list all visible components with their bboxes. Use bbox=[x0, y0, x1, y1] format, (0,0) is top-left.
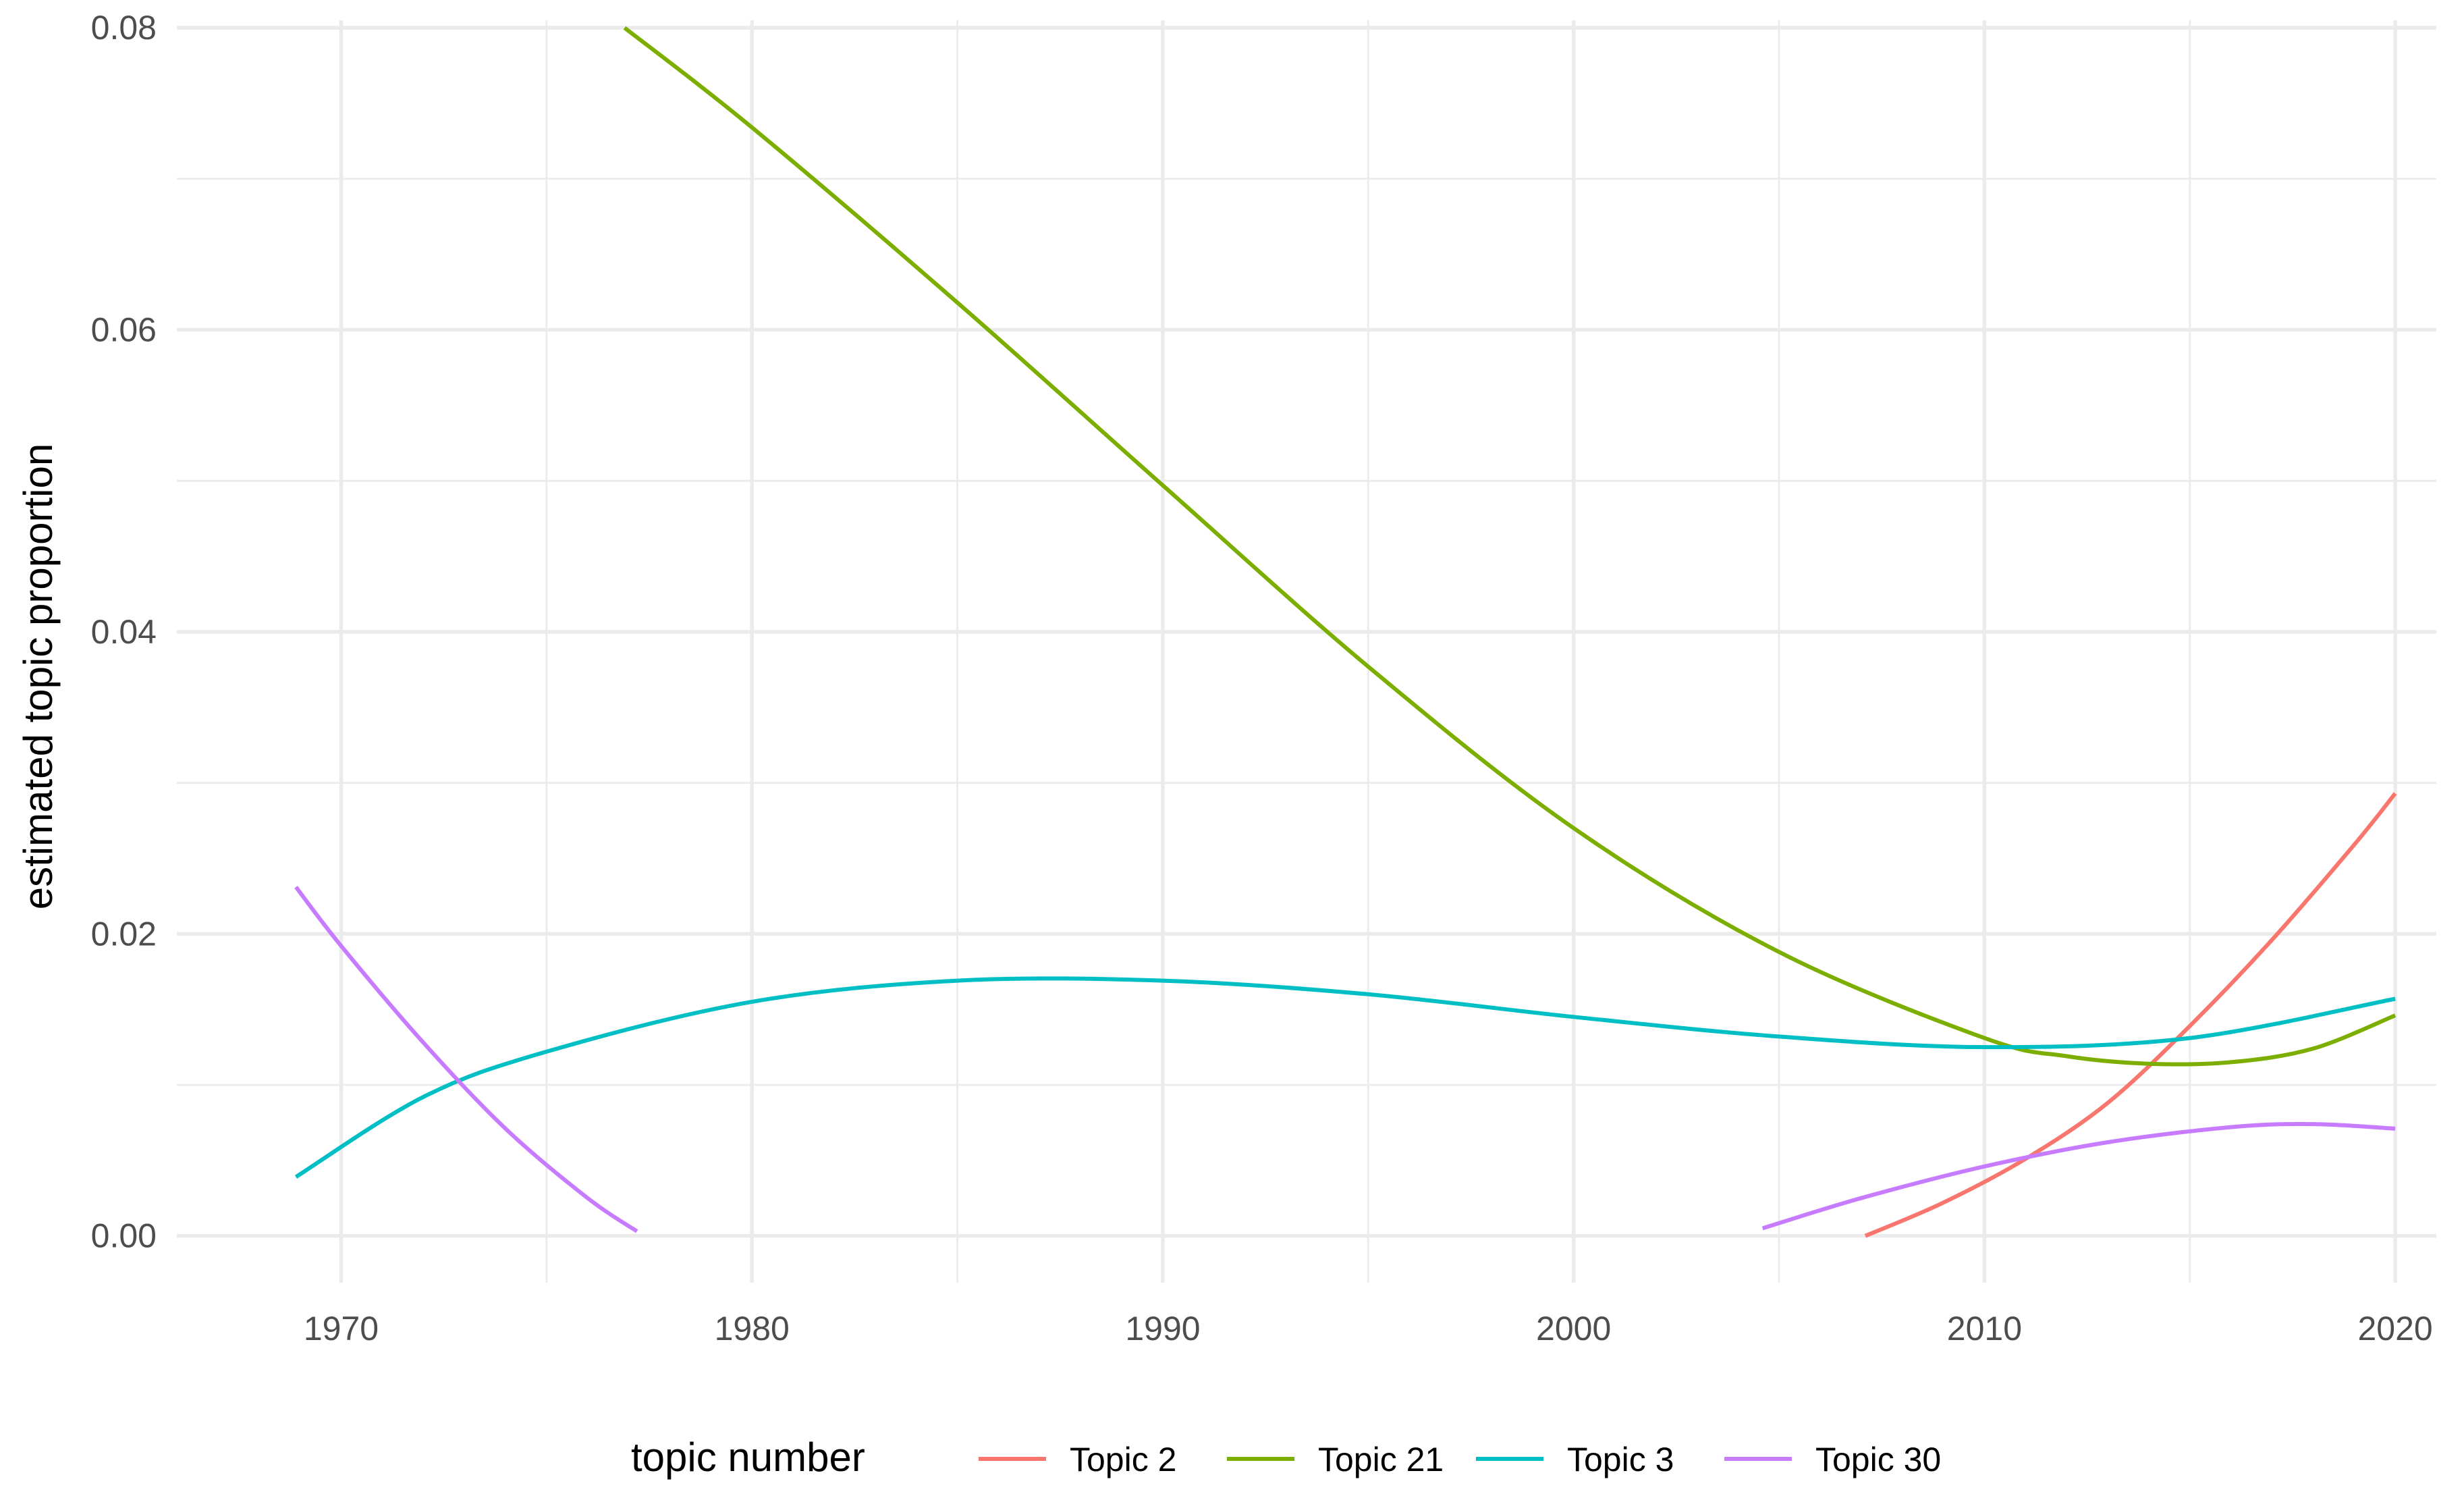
legend: topic number Topic 2 Topic 21 Topic 3 Topic… bbox=[631, 1435, 1941, 1480]
series-line-topic-30 bbox=[1761, 1122, 2396, 1231]
axes: 1970 1980 1990 2000 2010 2020 0.00 0.02 0.04 0.06… bbox=[91, 9, 2433, 1347]
x-tick-label: 2010 bbox=[1947, 1310, 2022, 1347]
y-tick-label: 0.02 bbox=[91, 915, 157, 953]
x-tick-label: 1990 bbox=[1125, 1310, 1200, 1347]
series-line-topic-21 bbox=[623, 26, 2397, 1067]
x-tick-label: 2020 bbox=[2358, 1310, 2433, 1347]
x-tick-label: 1970 bbox=[304, 1310, 379, 1347]
legend-label-topic-2: Topic 2 bbox=[1070, 1441, 1176, 1478]
gridlines bbox=[177, 20, 2436, 1283]
x-tick-label: 2000 bbox=[1536, 1310, 1611, 1347]
series-line-topic-3 bbox=[294, 976, 2396, 1179]
legend-title: topic number bbox=[631, 1435, 865, 1480]
y-tick-label: 0.00 bbox=[91, 1217, 157, 1255]
legend-label-topic-21: Topic 21 bbox=[1318, 1441, 1444, 1478]
y-tick-label: 0.04 bbox=[91, 613, 157, 651]
y-tick-label: 0.06 bbox=[91, 311, 157, 349]
x-tick-label: 1980 bbox=[715, 1310, 790, 1347]
y-axis-title: estimated topic proportion bbox=[16, 444, 61, 909]
y-tick-label: 0.08 bbox=[91, 9, 157, 47]
series-lines bbox=[294, 26, 2397, 1238]
legend-label-topic-3: Topic 3 bbox=[1567, 1441, 1674, 1478]
series-line-topic-30 bbox=[294, 886, 638, 1233]
legend-label-topic-30: Topic 30 bbox=[1815, 1441, 1941, 1478]
